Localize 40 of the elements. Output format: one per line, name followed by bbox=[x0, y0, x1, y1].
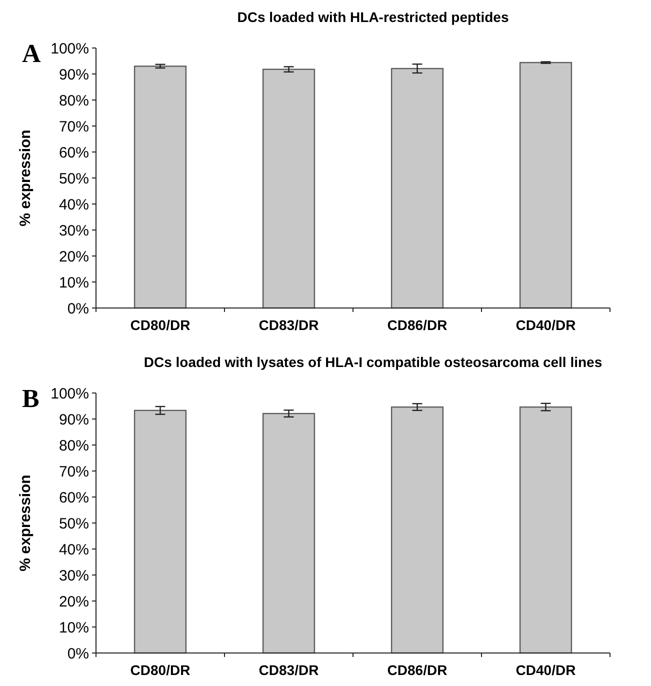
chart-title: DCs loaded with HLA-restricted peptides bbox=[237, 9, 509, 25]
y-tick-label: 0% bbox=[67, 645, 89, 662]
y-axis-title: % expression bbox=[17, 130, 34, 226]
y-tick-label: 20% bbox=[58, 593, 89, 610]
x-tick-label: CD40/DR bbox=[516, 662, 576, 678]
x-tick-label: CD80/DR bbox=[130, 317, 190, 333]
y-tick-label: 40% bbox=[58, 541, 89, 558]
y-tick-label: 50% bbox=[58, 515, 89, 532]
bar bbox=[390, 406, 444, 654]
y-tick-label: 50% bbox=[58, 170, 89, 188]
y-tick-label: 60% bbox=[58, 489, 89, 506]
y-tick-label: 70% bbox=[58, 463, 89, 480]
y-tick-label: 70% bbox=[58, 118, 89, 136]
x-tick-label: CD40/DR bbox=[516, 317, 576, 333]
bar bbox=[519, 406, 572, 654]
bar bbox=[134, 410, 187, 654]
x-tick-label: CD80/DR bbox=[130, 662, 190, 678]
bar bbox=[262, 412, 316, 654]
y-tick-label: 90% bbox=[58, 411, 89, 428]
y-axis-title: % expression bbox=[17, 474, 34, 572]
x-tick-label: CD83/DR bbox=[258, 662, 319, 678]
y-tick-label: 90% bbox=[58, 66, 89, 84]
y-tick-label: 80% bbox=[58, 437, 89, 454]
y-tick-label: 10% bbox=[58, 274, 89, 292]
x-tick-label: CD86/DR bbox=[387, 317, 448, 333]
y-tick-label: 80% bbox=[58, 92, 89, 110]
y-tick-label: 100% bbox=[50, 385, 89, 402]
y-tick-label: 60% bbox=[58, 144, 89, 162]
y-tick-label: 100% bbox=[50, 40, 89, 58]
text: B bbox=[22, 384, 40, 413]
chart-title: DCs loaded with lysates of HLA-I compatible osteosarcoma cell lines bbox=[144, 354, 602, 370]
y-tick-label: 0% bbox=[67, 300, 89, 318]
y-tick-label: 30% bbox=[58, 567, 89, 584]
text: A bbox=[22, 39, 41, 68]
y-tick-label: 40% bbox=[58, 196, 89, 214]
y-tick-label: 10% bbox=[58, 619, 89, 636]
x-tick-label: CD83/DR bbox=[258, 317, 319, 333]
x-tick-label: CD86/DR bbox=[387, 662, 448, 678]
y-tick-label: 20% bbox=[58, 248, 89, 266]
y-tick-label: 30% bbox=[58, 222, 89, 240]
